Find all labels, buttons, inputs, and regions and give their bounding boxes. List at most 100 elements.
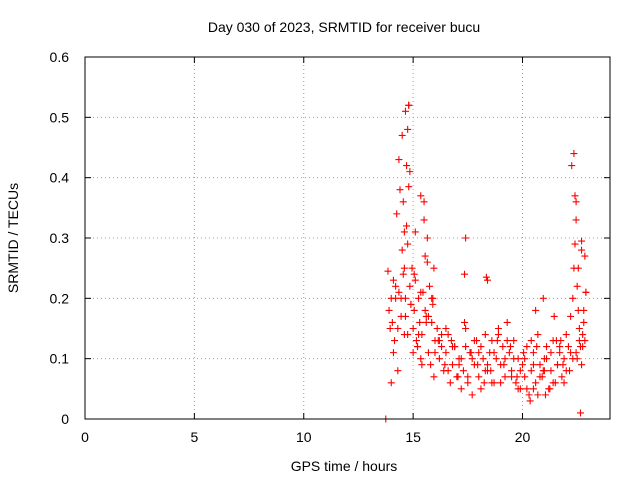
data-point [534, 331, 542, 339]
data-point [418, 361, 426, 369]
data-point [408, 264, 416, 272]
data-point [546, 385, 554, 393]
data-point [580, 318, 588, 326]
data-point [479, 355, 487, 363]
x-axis-label: GPS time / hours [291, 458, 398, 474]
data-point [523, 385, 531, 393]
data-point [396, 186, 404, 194]
data-point [421, 252, 429, 260]
data-point [429, 300, 437, 308]
data-point [430, 373, 438, 381]
data-point [480, 379, 488, 387]
data-point [415, 294, 423, 302]
data-point [578, 246, 586, 254]
data-point [410, 270, 418, 278]
data-point [457, 355, 465, 363]
data-point [541, 391, 549, 399]
data-point [401, 107, 409, 115]
chart-title: Day 030 of 2023, SRMTID for receiver buc… [208, 19, 480, 35]
data-point [424, 312, 432, 320]
data-point [506, 343, 514, 351]
data-point [508, 367, 516, 375]
y-tick-label: 0.1 [50, 351, 70, 367]
data-point [575, 325, 583, 332]
data-point [503, 337, 511, 345]
data-point [487, 367, 495, 375]
data-point [547, 367, 555, 375]
data-point [556, 349, 564, 357]
data-point [388, 318, 396, 326]
data-point [409, 325, 417, 332]
data-point [510, 355, 518, 363]
data-point [424, 349, 432, 357]
data-point [494, 331, 502, 339]
data-point [532, 306, 540, 314]
data-point [454, 373, 462, 381]
data-point [434, 337, 442, 345]
data-point [572, 349, 580, 357]
data-point [459, 367, 467, 375]
axis-ticks: 0 0.1 0.2 0.3 0.4 0.5 0.6 0 5 10 15 20 [50, 49, 610, 445]
data-point [494, 325, 502, 332]
gridlines [85, 57, 610, 419]
data-point [536, 373, 544, 381]
data-point [493, 337, 501, 345]
y-axis-label: SRMTID / TECUs [5, 183, 21, 293]
data-point [567, 312, 575, 320]
data-point [534, 391, 542, 399]
data-point [400, 228, 408, 236]
data-point [582, 288, 590, 296]
data-point [468, 355, 476, 363]
data-point [529, 361, 537, 369]
data-point [399, 270, 407, 278]
data-point [394, 367, 402, 375]
data-point [556, 343, 564, 351]
data-point [407, 300, 415, 308]
data-point [539, 294, 547, 302]
data-point [559, 361, 567, 369]
data-point [449, 343, 456, 351]
data-point [467, 349, 475, 357]
data-point [575, 337, 583, 345]
data-point [433, 325, 441, 332]
data-point [512, 379, 520, 387]
data-point [410, 306, 418, 314]
y-tick-label: 0.5 [50, 109, 70, 125]
data-point [455, 361, 463, 369]
data-point [562, 331, 570, 339]
data-point [442, 325, 450, 332]
data-point [422, 318, 430, 326]
data-point [579, 331, 587, 339]
data-point [470, 337, 478, 345]
data-point [457, 385, 465, 393]
y-tick-label: 0.6 [50, 49, 70, 65]
data-point [403, 162, 411, 170]
x-tick-label: 20 [515, 429, 531, 445]
plot-frame [84, 56, 611, 420]
data-point [403, 222, 411, 230]
data-point [401, 294, 409, 302]
data-point [404, 125, 412, 133]
data-point [521, 355, 529, 363]
data-point [560, 355, 568, 363]
data-point [417, 288, 425, 296]
data-point [578, 361, 586, 369]
data-point [417, 192, 425, 200]
data-point [420, 198, 428, 206]
data-point [484, 276, 491, 284]
data-point [543, 343, 551, 351]
data-point [481, 331, 489, 339]
data-point [550, 312, 558, 320]
data-point [557, 337, 565, 345]
data-point [423, 234, 431, 242]
x-tick-label: 15 [405, 429, 421, 445]
data-point [482, 273, 490, 281]
data-point [392, 294, 400, 302]
data-point [462, 343, 470, 351]
data-point [431, 349, 439, 357]
data-point [475, 373, 483, 381]
data-point [468, 391, 476, 399]
data-point [409, 349, 417, 357]
data-point [503, 318, 511, 326]
